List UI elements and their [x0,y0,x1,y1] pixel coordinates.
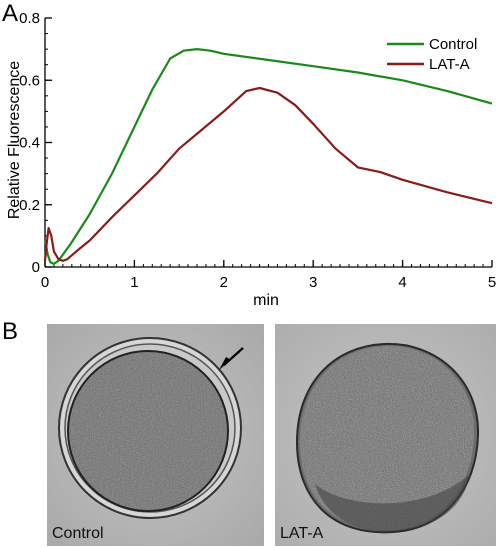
y-tick-label: 0.8 [19,10,40,27]
x-tick-label: 0 [41,274,49,291]
image-label-lat-a: LAT-A [280,525,324,542]
series-line-lat-a [43,86,493,262]
x-tick-label: 4 [398,274,406,291]
y-tick-label: 0 [32,259,40,276]
lat-a-cell-image [275,324,496,546]
panel-label-b: B [2,318,19,345]
x-axis-label: min [253,292,279,309]
x-tick-label: 5 [488,274,496,291]
chart-axes: 0 1 2 3 4 5 0 0.2 0.4 0.6 0.8 [19,10,496,291]
panel-label-a: A [2,0,19,27]
legend-label: LAT-A [429,56,470,73]
y-tick-label: 0.4 [19,135,40,152]
micrograph-lat-a: LAT-A [275,324,496,546]
chart-legend: Control LAT-A [387,36,477,73]
x-tick-label: 3 [309,274,317,291]
series-line-control [43,47,493,265]
micrograph-control: Control [47,324,264,546]
x-tick-label: 1 [130,274,138,291]
legend-label: Control [429,36,477,53]
control-cell-image [47,324,264,546]
x-tick-label: 2 [220,274,228,291]
chart-series-layer [43,47,493,265]
y-tick-label: 0.2 [19,197,40,214]
fluorescence-line-chart: 0 1 2 3 4 5 0 0.2 0.4 0.6 0.8 Control LAT-A min Rel… [6,10,496,309]
image-label-control: Control [52,525,104,542]
y-tick-label: 0.6 [19,72,40,89]
y-axis-label: Relative Fluorescence [6,61,23,219]
